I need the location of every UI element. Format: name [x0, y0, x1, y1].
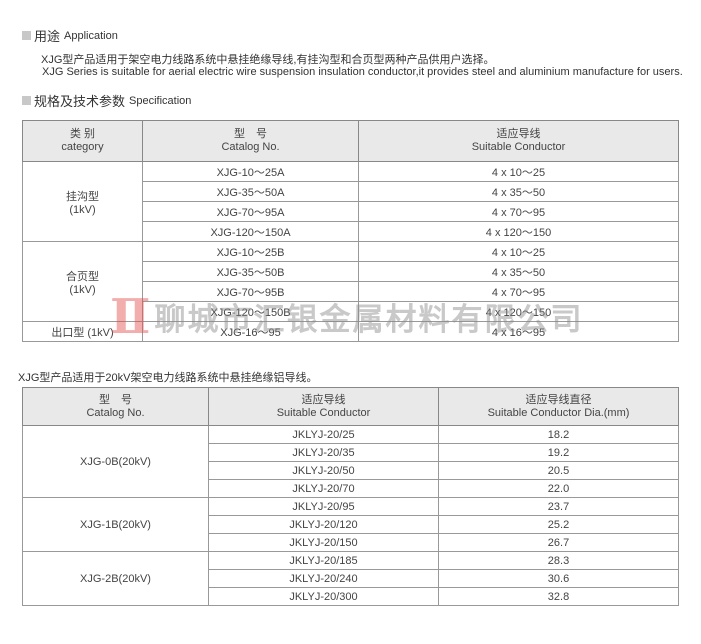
cell-col3: 26.7	[438, 533, 679, 552]
application-text-en: XJG Series is suitable for aerial electr…	[42, 66, 683, 78]
cell-col2: JKLYJ-20/185	[208, 551, 439, 570]
spec-table-20kv: 型 号 Catalog No. 适应导线 Suitable Conductor 适应…	[22, 387, 679, 606]
cell-col3: 23.7	[438, 497, 679, 516]
cell-col2: JKLYJ-20/95	[208, 497, 439, 516]
cell-col3: 20.5	[438, 461, 679, 480]
group-cell: XJG-0B(20kV)	[22, 425, 209, 498]
cell-col2: XJG-10～25A	[142, 161, 359, 182]
cell-col2: JKLYJ-20/240	[208, 569, 439, 588]
table-row: JKLYJ-20/120 25.2	[23, 515, 679, 534]
cell-col2: XJG-120～150A	[142, 221, 359, 242]
table-row: 出口型 (1kV) XJG-16～95 4 x 16～95	[22, 321, 679, 342]
cell-col3: 4 x 70～95	[358, 281, 679, 302]
group-cell: 出口型 (1kV)	[22, 321, 143, 342]
table-row: JKLYJ-20/150 26.7	[23, 533, 679, 552]
cell-col3: 4 x 120～150	[358, 301, 679, 322]
cell-col3: 25.2	[438, 515, 679, 534]
header-conductor: 适应导线 Suitable Conductor	[208, 387, 439, 426]
cell-col3: 4 x 35～50	[358, 261, 679, 282]
table-row: XJG-1B(20kV) JKLYJ-20/95 23.7	[22, 497, 679, 552]
application-heading: 用途 Application	[22, 26, 118, 45]
header-conductor: 适应导线 Suitable Conductor	[358, 120, 679, 162]
group-cell: 挂沟型 (1kV)	[22, 161, 143, 242]
spec-table-1kv: 类 别 category 型 号 Catalog No. 适应导线 Suitable …	[22, 120, 679, 342]
header-category: 类 别 category	[22, 120, 143, 162]
cell-col3: 32.8	[438, 587, 679, 606]
note-20kv: XJG型产品适用于20kV架空电力线路系统中悬挂绝缘铝导线。	[18, 372, 318, 384]
header-catalog: 型 号 Catalog No.	[22, 387, 209, 426]
table-row: JKLYJ-20/70 22.0	[23, 479, 679, 498]
group-cell: 合页型 (1kV)	[22, 241, 143, 322]
cell-col2: XJG-35～50B	[142, 261, 359, 282]
cell-col2: XJG-70～95A	[142, 201, 359, 222]
cell-col3: 22.0	[438, 479, 679, 498]
table-row: XJG-0B(20kV) JKLYJ-20/25 18.2	[22, 425, 679, 498]
cell-col2: JKLYJ-20/70	[208, 479, 439, 498]
cell-col3: 4 x 70～95	[358, 201, 679, 222]
cell-col2: JKLYJ-20/120	[208, 515, 439, 534]
cell-col2: XJG-35～50A	[142, 181, 359, 202]
group-cell: XJG-1B(20kV)	[22, 497, 209, 552]
heading-en: Application	[64, 29, 118, 42]
header-diameter: 适应导线直径 Suitable Conductor Dia.(mm)	[438, 387, 679, 426]
cell-col3: 30.6	[438, 569, 679, 588]
bullet-square-icon	[22, 96, 31, 105]
heading-en: Specification	[129, 94, 192, 107]
table-row: XJG-120～150A 4 x 120～150	[23, 221, 679, 242]
cell-col2: JKLYJ-20/25	[208, 425, 439, 444]
heading-cn: 规格及技术参数	[34, 94, 126, 109]
table-row: XJG-2B(20kV) JKLYJ-20/185 28.3	[22, 551, 679, 606]
cell-col3: 18.2	[438, 425, 679, 444]
cell-col3: 19.2	[438, 443, 679, 462]
cell-col3: 4 x 16～95	[358, 321, 679, 342]
header-catalog: 型 号 Catalog No.	[142, 120, 359, 162]
cell-col2: JKLYJ-20/150	[208, 533, 439, 552]
cell-col2: XJG-70～95B	[142, 281, 359, 302]
cell-col2: JKLYJ-20/50	[208, 461, 439, 480]
table-row: JKLYJ-20/50 20.5	[23, 461, 679, 480]
cell-col3: 28.3	[438, 551, 679, 570]
table-header-row: 类 别 category 型 号 Catalog No. 适应导线 Suitable …	[22, 120, 679, 162]
group-cell: XJG-2B(20kV)	[22, 551, 209, 606]
cell-col3: 4 x 10～25	[358, 161, 679, 182]
table-row: 合页型 (1kV) XJG-10～25B 4 x 10～25	[22, 241, 679, 322]
cell-col2: JKLYJ-20/35	[208, 443, 439, 462]
cell-col3: 4 x 10～25	[358, 241, 679, 262]
cell-col2: XJG-16～95	[142, 321, 359, 342]
table-header-row: 型 号 Catalog No. 适应导线 Suitable Conductor 适应…	[22, 387, 679, 426]
bullet-square-icon	[22, 31, 31, 40]
table-row: JKLYJ-20/35 19.2	[23, 443, 679, 462]
heading-cn: 用途	[34, 29, 61, 44]
cell-col2: XJG-10～25B	[142, 241, 359, 262]
table-row: JKLYJ-20/300 32.8	[23, 587, 679, 606]
table-row: 挂沟型 (1kV) XJG-10～25A 4 x 10～25	[22, 161, 679, 242]
cell-col3: 4 x 35～50	[358, 181, 679, 202]
table-row: XJG-70～95B 4 x 70～95	[23, 281, 679, 302]
cell-col2: XJG-120～150B	[142, 301, 359, 322]
application-text-cn: XJG型产品适用于架空电力线路系统中悬挂绝缘导线,有挂沟型和合页型两种产品供用户…	[41, 54, 495, 66]
specification-heading: 规格及技术参数 Specification	[22, 91, 191, 110]
cell-col2: JKLYJ-20/300	[208, 587, 439, 606]
cell-col3: 4 x 120～150	[358, 221, 679, 242]
